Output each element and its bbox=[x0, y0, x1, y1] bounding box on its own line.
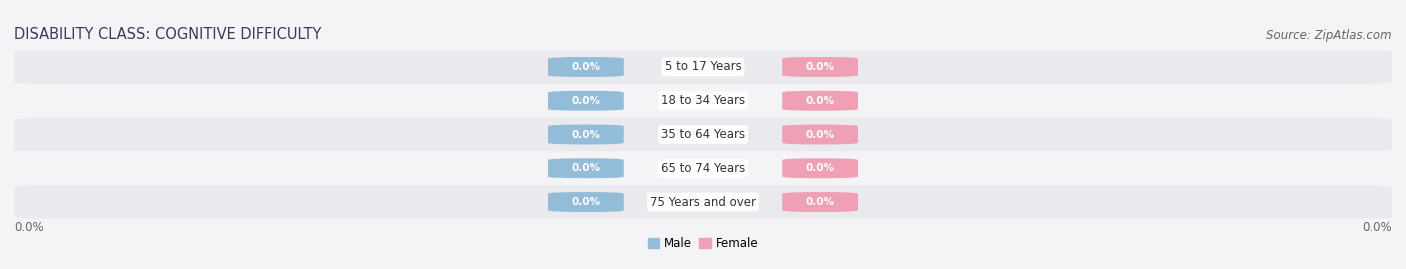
Text: 5 to 17 Years: 5 to 17 Years bbox=[665, 61, 741, 73]
FancyBboxPatch shape bbox=[548, 158, 624, 178]
Text: 18 to 34 Years: 18 to 34 Years bbox=[661, 94, 745, 107]
Text: 0.0%: 0.0% bbox=[571, 96, 600, 106]
Text: DISABILITY CLASS: COGNITIVE DIFFICULTY: DISABILITY CLASS: COGNITIVE DIFFICULTY bbox=[14, 27, 322, 41]
Text: 75 Years and over: 75 Years and over bbox=[650, 196, 756, 208]
Text: 0.0%: 0.0% bbox=[571, 62, 600, 72]
Text: 0.0%: 0.0% bbox=[571, 129, 600, 140]
Text: 0.0%: 0.0% bbox=[571, 197, 600, 207]
Text: 0.0%: 0.0% bbox=[571, 163, 600, 173]
Legend: Male, Female: Male, Female bbox=[645, 235, 761, 253]
FancyBboxPatch shape bbox=[782, 91, 858, 111]
FancyBboxPatch shape bbox=[548, 57, 624, 77]
FancyBboxPatch shape bbox=[782, 125, 858, 144]
FancyBboxPatch shape bbox=[548, 125, 624, 144]
Text: 0.0%: 0.0% bbox=[1362, 221, 1392, 233]
FancyBboxPatch shape bbox=[782, 192, 858, 212]
FancyBboxPatch shape bbox=[14, 118, 1392, 151]
Text: 0.0%: 0.0% bbox=[806, 62, 835, 72]
Text: Source: ZipAtlas.com: Source: ZipAtlas.com bbox=[1267, 29, 1392, 41]
FancyBboxPatch shape bbox=[782, 158, 858, 178]
Text: 0.0%: 0.0% bbox=[806, 163, 835, 173]
FancyBboxPatch shape bbox=[548, 192, 624, 212]
FancyBboxPatch shape bbox=[14, 84, 1392, 118]
Text: 0.0%: 0.0% bbox=[14, 221, 44, 233]
FancyBboxPatch shape bbox=[782, 57, 858, 77]
Text: 0.0%: 0.0% bbox=[806, 129, 835, 140]
FancyBboxPatch shape bbox=[14, 50, 1392, 84]
Text: 0.0%: 0.0% bbox=[806, 197, 835, 207]
FancyBboxPatch shape bbox=[548, 91, 624, 111]
Text: 35 to 64 Years: 35 to 64 Years bbox=[661, 128, 745, 141]
FancyBboxPatch shape bbox=[14, 185, 1392, 219]
Text: 65 to 74 Years: 65 to 74 Years bbox=[661, 162, 745, 175]
Text: 0.0%: 0.0% bbox=[806, 96, 835, 106]
FancyBboxPatch shape bbox=[14, 151, 1392, 185]
